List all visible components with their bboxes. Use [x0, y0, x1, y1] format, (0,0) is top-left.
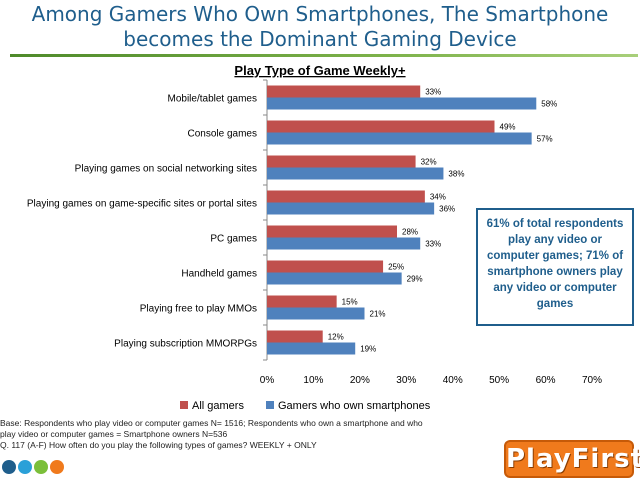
data-label: 28%	[402, 228, 418, 237]
footnote-line: Base: Respondents who play video or comp…	[0, 418, 423, 428]
brand-dot	[2, 460, 16, 474]
data-label: 33%	[425, 240, 441, 249]
data-label: 21%	[370, 310, 386, 319]
bar-all-gamers	[267, 85, 421, 98]
chart-title: Play Type of Game Weekly+	[234, 63, 406, 78]
title-line-2: becomes the Dominant Gaming Device	[123, 27, 517, 51]
bar-all-gamers	[267, 190, 425, 203]
footnote-line: play video or computer games = Smartphon…	[0, 429, 228, 439]
data-label: 58%	[541, 100, 557, 109]
data-label: 29%	[407, 275, 423, 284]
bar-smartphone-owners	[267, 307, 365, 320]
playfirst-logo: PlayFirst	[504, 440, 640, 478]
brand-dot	[18, 460, 32, 474]
data-label: 25%	[388, 263, 404, 272]
bar-all-gamers	[267, 155, 416, 168]
bar-all-gamers	[267, 330, 323, 343]
brand-dot	[34, 460, 48, 474]
x-tick-label: 40%	[443, 375, 463, 386]
slide-title: Among Gamers Who Own Smartphones, The Sm…	[0, 2, 640, 52]
x-tick-label: 10%	[303, 375, 323, 386]
data-label: 38%	[448, 170, 464, 179]
bar-all-gamers	[267, 225, 397, 238]
brand-dot	[50, 460, 64, 474]
category-label: Mobile/tablet games	[168, 94, 258, 105]
data-label: 36%	[439, 205, 455, 214]
data-label: 19%	[360, 345, 376, 354]
footnote: Base: Respondents who play video or comp…	[0, 418, 480, 451]
bar-smartphone-owners	[267, 342, 356, 355]
title-divider	[10, 54, 638, 57]
category-label: Playing subscription MMORPGs	[114, 339, 257, 350]
data-label: 34%	[430, 193, 446, 202]
bar-chart: Play Type of Game Weekly+ Mobile/tablet g…	[27, 63, 602, 412]
x-tick-label: 30%	[396, 375, 416, 386]
bar-smartphone-owners	[267, 202, 435, 215]
data-label: 57%	[537, 135, 553, 144]
category-label: Handheld games	[181, 269, 257, 280]
data-label: 33%	[425, 88, 441, 97]
bar-all-gamers	[267, 295, 337, 308]
bar-smartphone-owners	[267, 272, 402, 285]
x-tick-label: 0%	[260, 375, 275, 386]
footnote-line: Q. 117 (A-F) How often do you play the f…	[0, 440, 317, 450]
x-tick-label: 70%	[582, 375, 602, 386]
data-label: 15%	[342, 298, 358, 307]
title-line-1: Among Gamers Who Own Smartphones, The Sm…	[31, 2, 609, 26]
category-label: Playing games on game-specific sites or …	[27, 199, 257, 210]
x-tick-label: 50%	[489, 375, 509, 386]
data-label: 49%	[500, 123, 516, 132]
category-label: Playing free to play MMOs	[140, 304, 257, 315]
x-tick-label: 20%	[350, 375, 370, 386]
bar-smartphone-owners	[267, 237, 421, 250]
bar-all-gamers	[267, 260, 384, 273]
x-tick-label: 60%	[536, 375, 556, 386]
legend-swatch	[266, 401, 274, 409]
data-label: 12%	[328, 333, 344, 342]
bar-smartphone-owners	[267, 167, 444, 180]
bar-smartphone-owners	[267, 132, 532, 145]
data-label: 32%	[421, 158, 437, 167]
category-label: Playing games on social networking sites	[75, 164, 257, 175]
brand-dots	[2, 460, 66, 474]
category-label: PC games	[210, 234, 257, 245]
category-label: Console games	[188, 129, 257, 140]
legend-label: All gamers	[192, 400, 244, 412]
legend-label: Gamers who own smartphones	[278, 400, 431, 412]
bar-smartphone-owners	[267, 97, 537, 110]
callout-box: 61% of total respondents play any video …	[476, 208, 634, 326]
bar-all-gamers	[267, 120, 495, 133]
legend-swatch	[180, 401, 188, 409]
